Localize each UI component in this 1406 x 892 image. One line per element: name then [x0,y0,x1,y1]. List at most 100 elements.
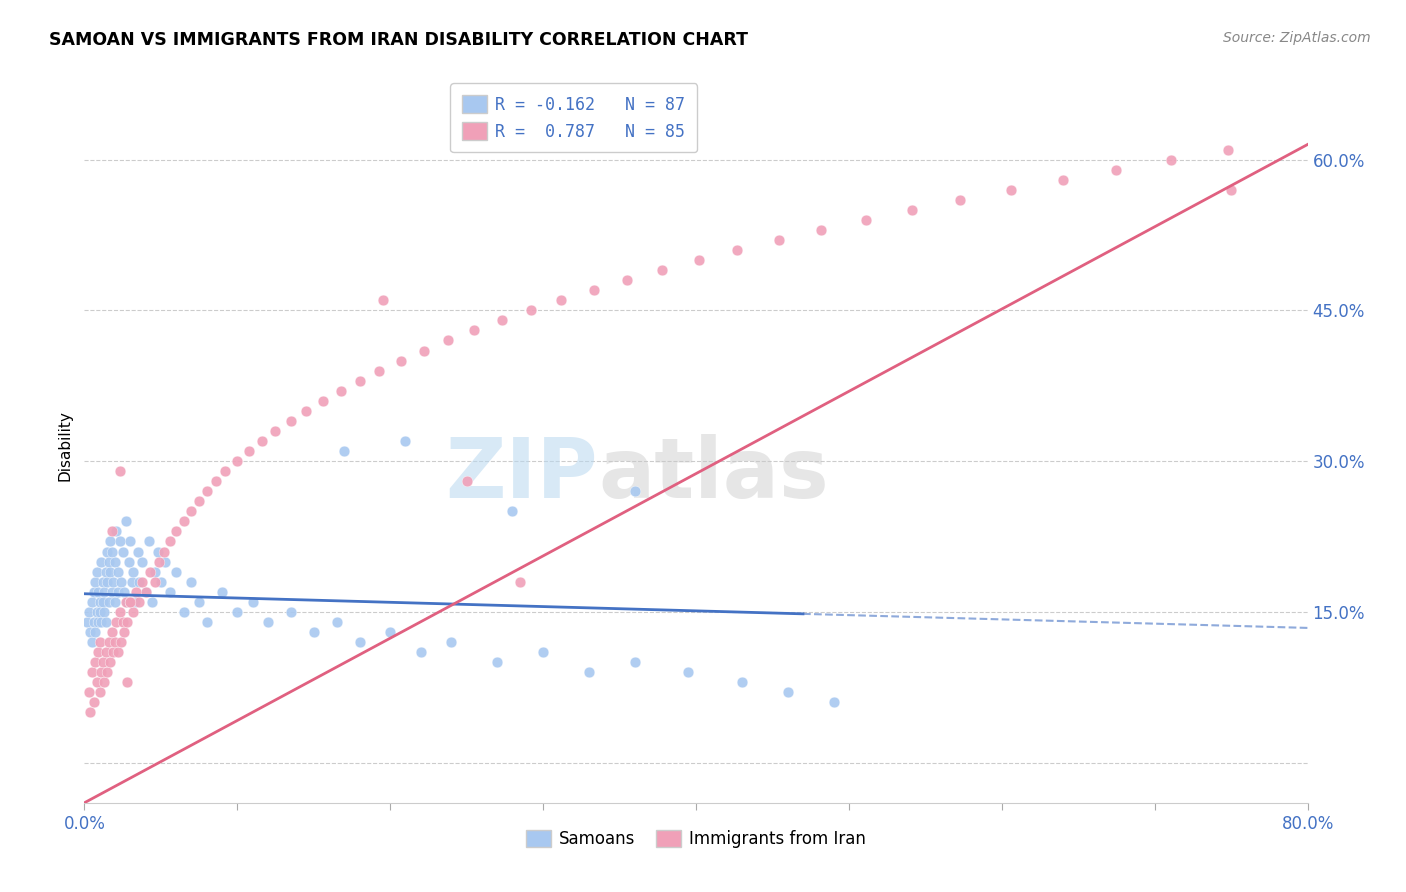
Point [280,605,302,619]
Point [531,645,554,659]
Point [312,393,335,408]
Point [90,555,112,569]
Point [86,675,108,690]
Point [111,615,134,629]
Point [80,665,103,680]
Point [295,404,318,418]
Point [105,615,128,629]
Point [103,645,125,659]
Point [107,584,129,599]
Point [180,574,202,589]
Point [77,605,100,619]
Point [90,615,112,629]
Point [94,615,117,629]
Point [725,243,748,257]
Point [616,273,638,287]
Point [371,293,394,308]
Point [380,624,402,639]
Point [1160,153,1182,167]
Point [333,444,356,458]
Point [205,474,228,488]
Point [226,605,249,619]
Point [1000,183,1022,197]
Point [103,574,125,589]
Point [91,595,114,609]
Text: ZIP: ZIP [446,434,598,515]
Point [135,584,157,599]
Point [108,534,131,549]
Point [80,635,103,649]
Point [368,363,391,377]
Point [409,645,432,659]
Point [624,655,647,669]
Point [651,263,673,277]
Point [159,534,181,549]
Point [250,434,273,448]
Point [122,565,145,579]
Point [678,665,700,680]
Point [107,645,129,659]
Point [115,675,138,690]
Point [149,574,172,589]
Point [139,565,162,579]
Point [456,474,478,488]
Point [264,424,287,438]
Point [89,635,111,649]
Point [437,334,460,348]
Point [93,605,115,619]
Point [108,605,131,619]
Point [93,584,115,599]
Point [91,655,114,669]
Point [509,574,531,589]
Point [101,544,124,558]
Point [776,685,799,699]
Point [98,534,121,549]
Point [389,353,412,368]
Point [211,584,233,599]
Point [127,544,149,558]
Point [97,595,120,609]
Point [330,384,353,398]
Point [195,615,218,629]
Point [578,665,600,680]
Point [105,524,128,539]
Point [141,595,163,609]
Point [101,624,124,639]
Point [949,193,972,207]
Point [96,574,118,589]
Point [83,695,105,709]
Point [855,212,877,227]
Point [104,595,127,609]
Point [89,595,111,609]
Point [550,293,572,308]
Point [155,555,177,569]
Point [349,635,371,649]
Text: SAMOAN VS IMMIGRANTS FROM IRAN DISABILITY CORRELATION CHART: SAMOAN VS IMMIGRANTS FROM IRAN DISABILIT… [49,31,748,49]
Point [104,555,127,569]
Point [195,484,218,499]
Point [257,615,280,629]
Point [148,555,170,569]
Point [440,635,463,649]
Point [226,454,249,468]
Point [115,595,138,609]
Point [146,544,169,558]
Point [1105,162,1128,177]
Point [349,374,371,388]
Point [125,584,148,599]
Point [111,544,134,558]
Point [1052,172,1074,186]
Point [87,645,110,659]
Point [101,524,124,539]
Point [135,584,157,599]
Point [112,584,135,599]
Point [94,565,117,579]
Point [98,565,121,579]
Point [153,544,176,558]
Point [87,615,110,629]
Point [412,343,434,358]
Point [91,574,114,589]
Point [114,515,136,529]
Point [128,595,150,609]
Point [96,544,118,558]
